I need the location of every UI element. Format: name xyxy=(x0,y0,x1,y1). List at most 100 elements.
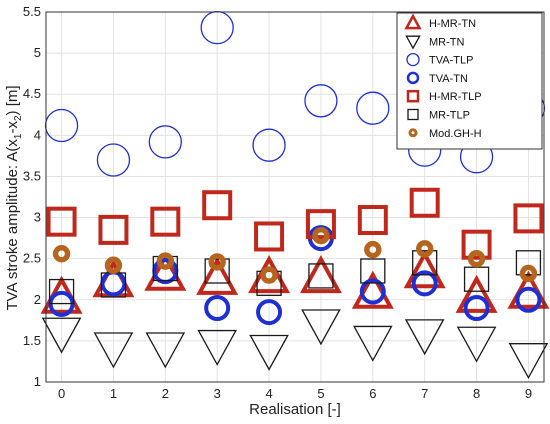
y-tick-label: 3 xyxy=(34,210,41,225)
y-tick-label: 2 xyxy=(34,292,41,307)
series-mod-gh-h xyxy=(52,226,538,284)
legend-entry: MR-TN xyxy=(405,35,464,50)
legend-marker xyxy=(406,89,420,103)
data-point xyxy=(202,190,233,221)
data-point xyxy=(148,125,182,159)
data-point xyxy=(254,221,285,252)
data-point xyxy=(152,258,179,284)
legend-marker xyxy=(404,13,422,30)
y-tick-label: 4.5 xyxy=(23,86,41,101)
data-point xyxy=(513,203,544,234)
data-point xyxy=(98,214,129,245)
data-point xyxy=(312,226,330,245)
data-point xyxy=(249,334,289,371)
data-point xyxy=(455,274,498,313)
data-point xyxy=(305,209,336,240)
y-tick-label: 5 xyxy=(34,45,41,60)
data-point xyxy=(48,278,75,305)
data-point xyxy=(467,249,486,268)
data-point xyxy=(353,325,393,362)
data-point xyxy=(252,128,286,162)
data-point xyxy=(204,258,230,284)
legend-marker xyxy=(406,71,420,85)
series-layer xyxy=(40,10,550,380)
legend-marker xyxy=(408,128,418,138)
data-point xyxy=(360,258,386,284)
data-point xyxy=(461,229,492,260)
legend-label: TVA-TLP xyxy=(429,55,473,67)
data-point xyxy=(52,245,71,263)
data-point xyxy=(41,317,82,354)
data-point xyxy=(260,266,278,284)
data-point xyxy=(519,264,538,283)
y-tick-label: 1 xyxy=(34,374,41,389)
x-tick-label: 1 xyxy=(110,386,117,401)
legend-marker xyxy=(406,52,420,67)
plot-frame xyxy=(45,11,545,383)
data-point xyxy=(301,309,341,346)
x-tick-label: 8 xyxy=(473,386,480,401)
x-tick-label: 3 xyxy=(214,386,221,401)
x-tick-label: 4 xyxy=(265,386,272,401)
data-point xyxy=(351,270,394,309)
legend-label: MR-TLP xyxy=(429,110,470,122)
legend-entry: TVA-TLP xyxy=(406,52,473,67)
series-mr-tn xyxy=(41,309,549,380)
legend-entry: MR-TLP xyxy=(407,108,470,122)
data-point xyxy=(403,250,446,289)
data-point xyxy=(204,295,231,321)
data-point xyxy=(197,329,237,366)
legend: H-MR-TN MR-TN TVA-TLP TVA-TN H-MR-TLP MR-TLP M… xyxy=(396,12,543,150)
x-tick-label: 2 xyxy=(162,386,169,401)
legend-marker xyxy=(407,108,419,121)
data-point xyxy=(96,143,131,177)
legend-label: H-MR-TN xyxy=(429,18,476,30)
data-point xyxy=(145,332,186,369)
legend-label: H-MR-TLP xyxy=(429,91,482,103)
data-point xyxy=(248,255,291,294)
data-point xyxy=(104,256,123,274)
x-tick-labels: 0 1 2 3 4 5 6 7 8 9 xyxy=(58,386,532,401)
data-point xyxy=(409,187,440,218)
x-axis-title: Realisation [-] xyxy=(249,401,341,418)
data-point xyxy=(46,206,77,237)
data-point xyxy=(515,250,542,276)
data-point xyxy=(415,240,434,258)
data-point xyxy=(508,343,549,380)
legend-entry: H-MR-TLP xyxy=(406,89,482,103)
data-point xyxy=(412,250,438,276)
series-mr-tlp xyxy=(48,250,542,305)
data-point xyxy=(364,240,382,259)
legend-label: Mod.GH-H xyxy=(429,128,482,140)
data-point xyxy=(308,263,334,289)
y-tick-label: 2.5 xyxy=(23,251,41,266)
y-tick-label: 5.5 xyxy=(23,4,41,19)
data-point xyxy=(359,278,386,305)
x-tick-label: 5 xyxy=(317,386,324,401)
data-point xyxy=(304,84,338,118)
x-tick-label: 7 xyxy=(421,386,428,401)
data-point xyxy=(93,332,134,369)
data-point xyxy=(357,205,388,236)
legend-entry: H-MR-TN xyxy=(404,13,476,30)
data-point xyxy=(299,255,342,294)
data-point xyxy=(515,286,542,313)
data-point xyxy=(356,91,390,125)
y-tick-label: 4 xyxy=(34,127,41,142)
data-point xyxy=(156,252,175,270)
legend-marker xyxy=(405,35,421,50)
data-point xyxy=(404,319,445,356)
data-point xyxy=(196,256,239,295)
x-tick-label: 9 xyxy=(525,386,532,401)
x-tick-label: 0 xyxy=(58,386,65,401)
data-point xyxy=(150,206,181,237)
legend-label: MR-TN xyxy=(429,36,464,48)
legend-label: TVA-TN xyxy=(429,73,468,85)
legend-box xyxy=(396,12,543,150)
data-point xyxy=(144,252,187,291)
y-axis-title: TVA stroke amplitude: A(x1-x2) [m] xyxy=(4,85,24,310)
data-point xyxy=(463,295,490,321)
y-tick-label: 1.5 xyxy=(23,333,41,348)
series-h-mr-tlp xyxy=(46,187,544,260)
